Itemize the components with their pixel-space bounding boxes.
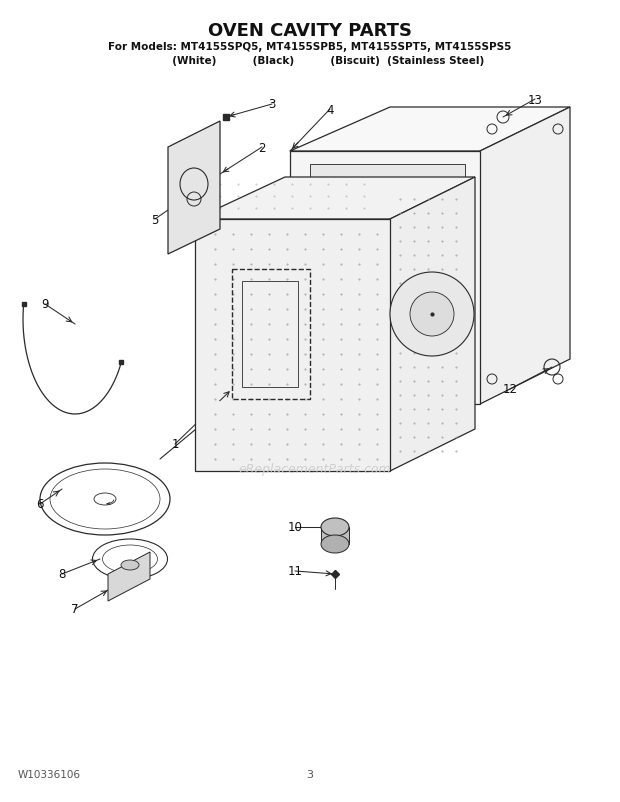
Text: 10: 10 bbox=[288, 520, 303, 534]
Circle shape bbox=[410, 293, 454, 337]
Text: 2: 2 bbox=[259, 141, 266, 154]
Text: 3: 3 bbox=[268, 99, 276, 111]
Text: 8: 8 bbox=[58, 568, 66, 581]
Polygon shape bbox=[195, 178, 475, 220]
Polygon shape bbox=[168, 122, 220, 255]
Text: 9: 9 bbox=[42, 298, 49, 311]
Circle shape bbox=[390, 273, 474, 357]
Polygon shape bbox=[390, 178, 475, 472]
Text: 4: 4 bbox=[326, 103, 334, 116]
Text: 11: 11 bbox=[288, 565, 303, 577]
Polygon shape bbox=[480, 107, 570, 404]
Text: eReplacementParts.com: eReplacementParts.com bbox=[239, 463, 391, 476]
Polygon shape bbox=[321, 528, 349, 545]
Text: 7: 7 bbox=[71, 603, 79, 616]
Polygon shape bbox=[310, 164, 465, 391]
Polygon shape bbox=[108, 553, 150, 602]
Text: 5: 5 bbox=[151, 213, 159, 226]
Text: For Models: MT4155SPQ5, MT4155SPB5, MT4155SPT5, MT4155SPS5: For Models: MT4155SPQ5, MT4155SPB5, MT41… bbox=[108, 42, 511, 52]
Text: OVEN CAVITY PARTS: OVEN CAVITY PARTS bbox=[208, 22, 412, 40]
Polygon shape bbox=[195, 220, 390, 472]
Ellipse shape bbox=[321, 518, 349, 537]
Text: 3: 3 bbox=[306, 769, 314, 779]
Polygon shape bbox=[290, 107, 570, 152]
Ellipse shape bbox=[321, 535, 349, 553]
Text: 1: 1 bbox=[171, 438, 179, 451]
Text: 13: 13 bbox=[528, 93, 542, 107]
Ellipse shape bbox=[121, 561, 139, 570]
Text: (White)          (Black)          (Biscuit)  (Stainless Steel): (White) (Black) (Biscuit) (Stainless Ste… bbox=[136, 56, 484, 66]
Text: 6: 6 bbox=[36, 498, 44, 511]
Polygon shape bbox=[290, 152, 480, 404]
Text: W10336106: W10336106 bbox=[18, 769, 81, 779]
Text: 12: 12 bbox=[502, 383, 518, 396]
